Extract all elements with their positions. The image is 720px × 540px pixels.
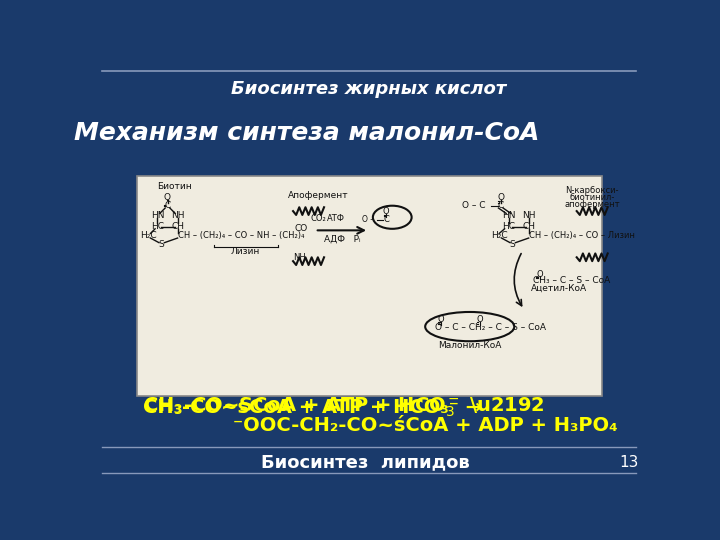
Text: CH₃ – C – S – CoA: CH₃ – C – S – CoA — [534, 276, 611, 285]
Text: Биотин: Биотин — [158, 182, 192, 191]
Text: Ацетил-КоА: Ацетил-КоА — [531, 284, 587, 293]
Text: CO₂: CO₂ — [311, 213, 327, 222]
Text: C: C — [383, 215, 389, 224]
Text: NH: NH — [522, 211, 536, 220]
Text: HC: HC — [151, 222, 164, 231]
Text: S: S — [158, 240, 164, 249]
Text: N-карбокси-: N-карбокси- — [565, 186, 619, 195]
Text: АТФ: АТФ — [327, 213, 345, 222]
Text: CH: CH — [522, 222, 535, 231]
Text: HN: HN — [502, 211, 516, 220]
Text: C: C — [164, 201, 171, 210]
Text: Малонил-КоА: Малонил-КоА — [438, 341, 501, 349]
Text: CH$_3$-CO~$\mathbf{S}$CoA + ATP + HCO$_3^-$ \u2192: CH$_3$-CO~$\mathbf{S}$CoA + ATP + HCO$_3… — [143, 396, 544, 419]
Text: O – C – CH₂ – C – S – CoA: O – C – CH₂ – C – S – CoA — [435, 323, 546, 332]
Text: HC: HC — [502, 222, 515, 231]
Text: H₂C: H₂C — [491, 231, 508, 240]
Text: биотинил-: биотинил- — [570, 193, 615, 202]
Text: NH: NH — [293, 253, 305, 262]
Text: АДФ   Pᵢ: АДФ Pᵢ — [323, 234, 360, 244]
Text: S: S — [510, 240, 516, 249]
Text: CH₃-CO~śCoA + ATP + HCO₃⁻ →: CH₃-CO~śCoA + ATP + HCO₃⁻ → — [143, 398, 482, 417]
Text: ⁻OOC-CH₂-CO~śCoA + ADP + H₃PO₄: ⁻OOC-CH₂-CO~śCoA + ADP + H₃PO₄ — [233, 416, 618, 435]
Text: CO: CO — [294, 224, 307, 233]
Bar — [90, 447, 648, 481]
Text: NH: NH — [171, 211, 184, 220]
Text: O –: O – — [362, 215, 374, 224]
Text: Апофермент: Апофермент — [288, 191, 349, 200]
Text: Механизм синтеза малонил-CoA: Механизм синтеза малонил-CoA — [74, 120, 540, 145]
Text: O: O — [383, 207, 390, 217]
Text: CH: CH — [171, 222, 184, 231]
Text: O: O — [438, 315, 444, 324]
Text: CH – (CH₂)₄ – CO – Лизин: CH – (CH₂)₄ – CO – Лизин — [528, 231, 634, 240]
Text: Биосинтез  липидов: Биосинтез липидов — [261, 453, 469, 471]
FancyBboxPatch shape — [137, 177, 601, 396]
Text: O: O — [536, 270, 543, 279]
Text: апофермент: апофермент — [564, 200, 620, 208]
Text: HN: HN — [150, 211, 164, 220]
Text: O: O — [164, 193, 171, 202]
Text: O: O — [477, 315, 483, 324]
Text: O – C: O – C — [462, 201, 485, 210]
Text: CH – (CH₂)₄ – CO – NH – (CH₂)₄: CH – (CH₂)₄ – CO – NH – (CH₂)₄ — [178, 231, 304, 240]
Text: Лизин: Лизин — [230, 247, 260, 255]
Text: 13: 13 — [619, 455, 639, 470]
Text: H₂C: H₂C — [140, 231, 156, 240]
Text: C: C — [498, 201, 504, 210]
Text: Биосинтез жирных кислот: Биосинтез жирных кислот — [231, 80, 507, 98]
Text: O: O — [498, 193, 504, 202]
